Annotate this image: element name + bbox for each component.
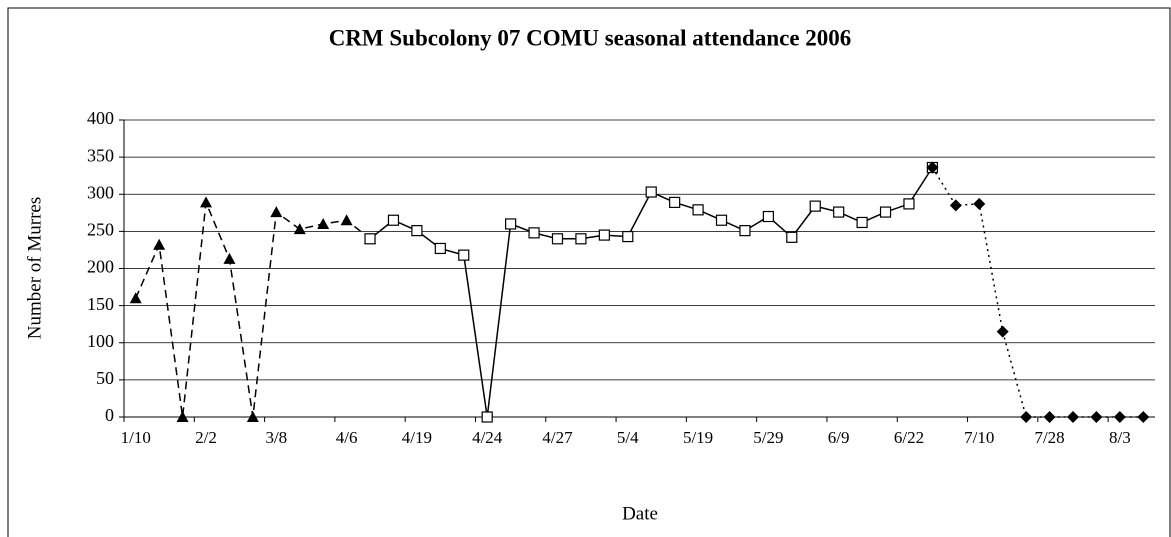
point	[270, 206, 283, 218]
point	[246, 411, 259, 422]
point	[669, 196, 681, 209]
point	[551, 233, 564, 245]
point	[926, 161, 939, 174]
point	[176, 411, 189, 422]
point	[786, 231, 798, 243]
point	[1113, 411, 1126, 423]
point	[762, 210, 774, 223]
x-tick-label: 4/27	[542, 428, 573, 447]
y-tick-label: 250	[87, 220, 114, 240]
y-tick-label: 400	[87, 108, 114, 128]
x-tick-label: 8/3	[1109, 428, 1131, 447]
point	[1020, 411, 1033, 423]
point	[833, 206, 845, 218]
chart-border	[7, 7, 1171, 537]
x-tick-label: 5/19	[683, 428, 713, 447]
point	[598, 229, 610, 241]
point	[645, 186, 657, 198]
point	[528, 227, 540, 239]
y-tick-label: 50	[96, 368, 114, 388]
point	[809, 200, 821, 212]
point	[1043, 411, 1056, 423]
x-tick-label: 1/10	[121, 428, 151, 447]
point	[293, 223, 306, 235]
point	[996, 325, 1009, 338]
y-axis-label: Number of Murres	[24, 197, 45, 339]
point	[505, 218, 517, 230]
y-tick-label: 0	[105, 405, 114, 425]
y-tick-label: 350	[87, 145, 114, 165]
point	[1066, 411, 1079, 423]
x-tick-label: 6/9	[828, 428, 850, 447]
x-tick-label: 4/24	[472, 428, 503, 447]
y-tick-label: 150	[87, 294, 114, 314]
point	[903, 198, 915, 210]
point	[481, 411, 493, 423]
point	[973, 197, 986, 210]
point	[1090, 411, 1103, 423]
x-tick-label: 6/22	[894, 428, 924, 447]
y-tick-label: 300	[87, 182, 114, 202]
x-tick-label: 2/2	[195, 428, 217, 447]
point	[715, 214, 728, 226]
point	[949, 199, 962, 212]
point	[622, 230, 634, 243]
chart-title: CRM Subcolony 07 COMU seasonal attendanc…	[329, 25, 852, 50]
point	[575, 233, 587, 245]
point	[879, 206, 892, 218]
point	[153, 238, 166, 250]
y-tick-label: 200	[87, 257, 114, 277]
point	[340, 214, 353, 226]
x-tick-label: 4/6	[336, 428, 358, 447]
point	[387, 214, 400, 226]
point	[200, 196, 213, 208]
x-tick-label: 7/28	[1034, 428, 1064, 447]
y-tick-label: 100	[87, 331, 114, 351]
point	[856, 216, 868, 229]
point	[411, 225, 423, 237]
point	[129, 292, 142, 304]
point	[739, 225, 751, 237]
x-tick-label: 4/19	[402, 428, 432, 447]
point	[317, 217, 330, 229]
point	[223, 252, 236, 264]
point	[1137, 411, 1150, 423]
x-tick-label: 7/10	[964, 428, 994, 447]
x-tick-label: 5/4	[617, 428, 639, 447]
point	[692, 204, 704, 216]
point	[434, 242, 446, 255]
point	[458, 249, 470, 261]
x-tick-label: 5/29	[753, 428, 783, 447]
x-tick-label: 3/8	[265, 428, 287, 447]
point	[364, 233, 376, 245]
x-axis-label: Date	[622, 503, 658, 524]
